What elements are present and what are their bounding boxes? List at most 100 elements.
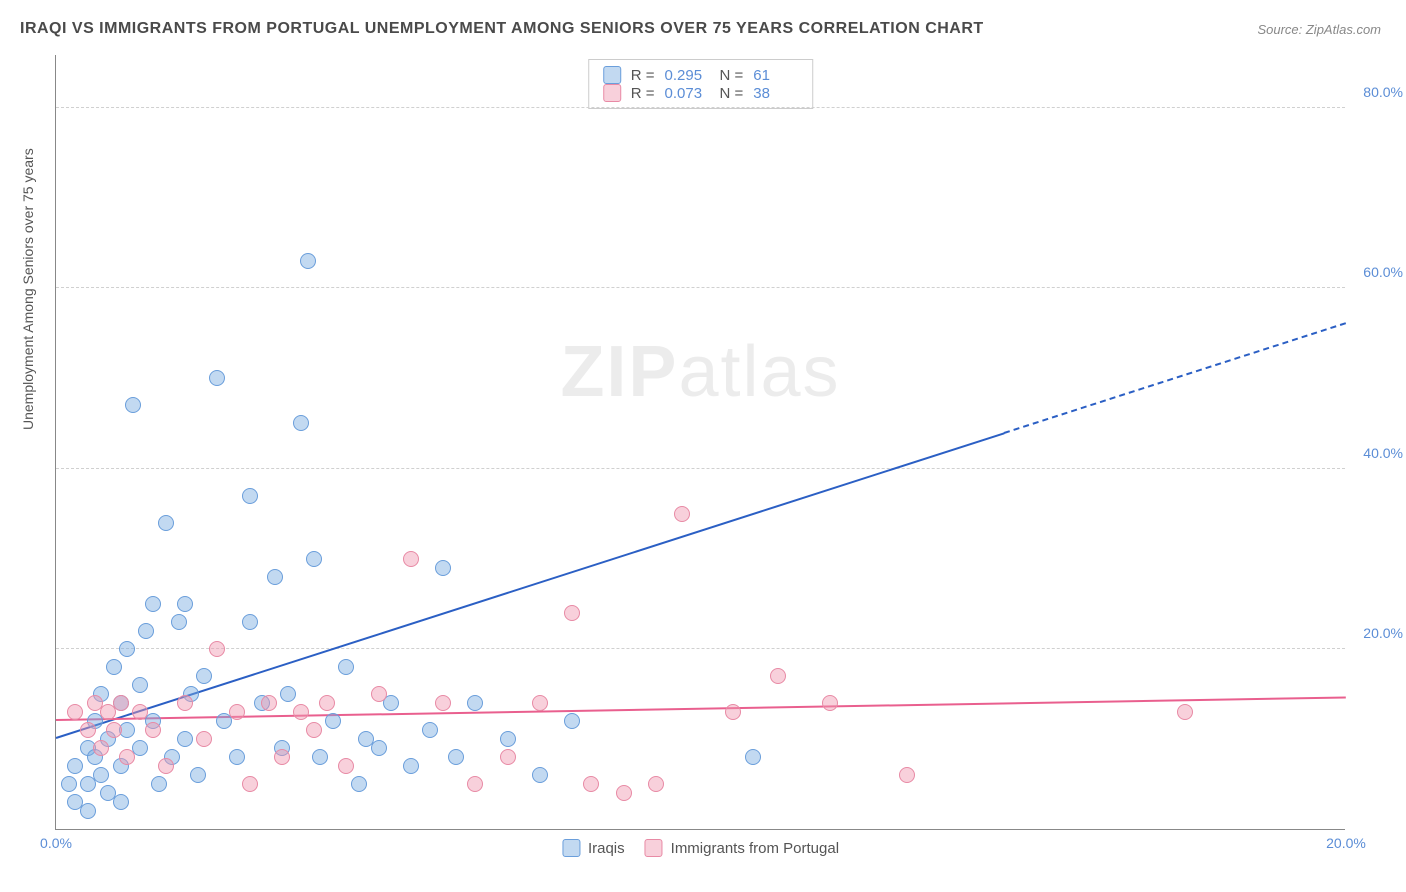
- marker-portugal: [209, 641, 225, 657]
- marker-iraqis: [119, 641, 135, 657]
- marker-portugal: [564, 605, 580, 621]
- gridline: [56, 468, 1345, 469]
- marker-portugal: [403, 551, 419, 567]
- legend-series: Iraqis Immigrants from Portugal: [562, 839, 839, 857]
- marker-iraqis: [138, 623, 154, 639]
- legend-swatch-iraqis: [603, 66, 621, 84]
- marker-portugal: [229, 704, 245, 720]
- marker-portugal: [106, 722, 122, 738]
- marker-portugal: [532, 695, 548, 711]
- legend-label-iraqis: Iraqis: [588, 840, 625, 857]
- legend-n-label: N =: [720, 67, 744, 84]
- marker-iraqis: [132, 677, 148, 693]
- source-label: Source: ZipAtlas.com: [1257, 22, 1381, 37]
- marker-iraqis: [242, 488, 258, 504]
- watermark-bold: ZIP: [560, 332, 678, 412]
- legend-r-value-1: 0.073: [665, 85, 710, 102]
- marker-portugal: [177, 695, 193, 711]
- legend-row-0: R = 0.295 N = 61: [603, 66, 799, 84]
- marker-iraqis: [403, 758, 419, 774]
- ytick-label: 20.0%: [1363, 625, 1403, 641]
- legend-r-label: R =: [631, 85, 655, 102]
- legend-r-value-0: 0.295: [665, 67, 710, 84]
- legend-n-value-1: 38: [753, 85, 798, 102]
- watermark-light: atlas: [678, 332, 840, 412]
- marker-iraqis: [196, 668, 212, 684]
- marker-iraqis: [325, 713, 341, 729]
- marker-iraqis: [93, 767, 109, 783]
- marker-iraqis: [500, 731, 516, 747]
- marker-portugal: [770, 668, 786, 684]
- watermark: ZIPatlas: [560, 331, 840, 413]
- marker-iraqis: [564, 713, 580, 729]
- gridline: [56, 648, 1345, 649]
- legend-swatch-iraqis-icon: [562, 839, 580, 857]
- marker-iraqis: [67, 758, 83, 774]
- legend-r-label: R =: [631, 67, 655, 84]
- marker-iraqis: [422, 722, 438, 738]
- marker-iraqis: [371, 740, 387, 756]
- marker-iraqis: [435, 560, 451, 576]
- marker-portugal: [583, 776, 599, 792]
- legend-row-1: R = 0.073 N = 38: [603, 84, 799, 102]
- marker-portugal: [293, 704, 309, 720]
- marker-portugal: [261, 695, 277, 711]
- marker-portugal: [113, 695, 129, 711]
- marker-iraqis: [312, 749, 328, 765]
- ytick-label: 60.0%: [1363, 264, 1403, 280]
- gridline: [56, 287, 1345, 288]
- trend-line-iraqis: [1004, 322, 1346, 434]
- marker-iraqis: [242, 614, 258, 630]
- marker-portugal: [67, 704, 83, 720]
- chart-container: IRAQI VS IMMIGRANTS FROM PORTUGAL UNEMPL…: [0, 0, 1406, 892]
- marker-portugal: [196, 731, 212, 747]
- plot-area: ZIPatlas R = 0.295 N = 61 R = 0.073 N = …: [55, 55, 1345, 830]
- marker-portugal: [822, 695, 838, 711]
- marker-iraqis: [158, 515, 174, 531]
- marker-portugal: [674, 506, 690, 522]
- marker-portugal: [725, 704, 741, 720]
- marker-portugal: [648, 776, 664, 792]
- chart-title: IRAQI VS IMMIGRANTS FROM PORTUGAL UNEMPL…: [20, 20, 984, 38]
- marker-portugal: [274, 749, 290, 765]
- marker-iraqis: [229, 749, 245, 765]
- marker-iraqis: [145, 596, 161, 612]
- xtick-label: 0.0%: [40, 835, 72, 851]
- ytick-label: 80.0%: [1363, 84, 1403, 100]
- marker-portugal: [306, 722, 322, 738]
- marker-iraqis: [338, 659, 354, 675]
- marker-portugal: [319, 695, 335, 711]
- marker-portugal: [899, 767, 915, 783]
- marker-portugal: [119, 749, 135, 765]
- marker-iraqis: [306, 551, 322, 567]
- legend-n-label: N =: [720, 85, 744, 102]
- marker-iraqis: [113, 794, 129, 810]
- marker-iraqis: [125, 397, 141, 413]
- marker-portugal: [500, 749, 516, 765]
- y-axis-label: Unemployment Among Seniors over 75 years: [20, 148, 36, 430]
- marker-iraqis: [280, 686, 296, 702]
- marker-iraqis: [80, 803, 96, 819]
- marker-iraqis: [448, 749, 464, 765]
- legend-swatch-portugal-icon: [645, 839, 663, 857]
- marker-iraqis: [61, 776, 77, 792]
- marker-portugal: [1177, 704, 1193, 720]
- marker-portugal: [80, 722, 96, 738]
- marker-iraqis: [383, 695, 399, 711]
- marker-portugal: [467, 776, 483, 792]
- marker-iraqis: [745, 749, 761, 765]
- marker-portugal: [242, 776, 258, 792]
- marker-portugal: [338, 758, 354, 774]
- marker-iraqis: [151, 776, 167, 792]
- marker-portugal: [93, 740, 109, 756]
- marker-portugal: [158, 758, 174, 774]
- marker-portugal: [435, 695, 451, 711]
- marker-portugal: [132, 704, 148, 720]
- marker-iraqis: [293, 415, 309, 431]
- marker-portugal: [371, 686, 387, 702]
- marker-portugal: [145, 722, 161, 738]
- legend-item-iraqis: Iraqis: [562, 839, 625, 857]
- marker-iraqis: [532, 767, 548, 783]
- marker-iraqis: [351, 776, 367, 792]
- marker-iraqis: [267, 569, 283, 585]
